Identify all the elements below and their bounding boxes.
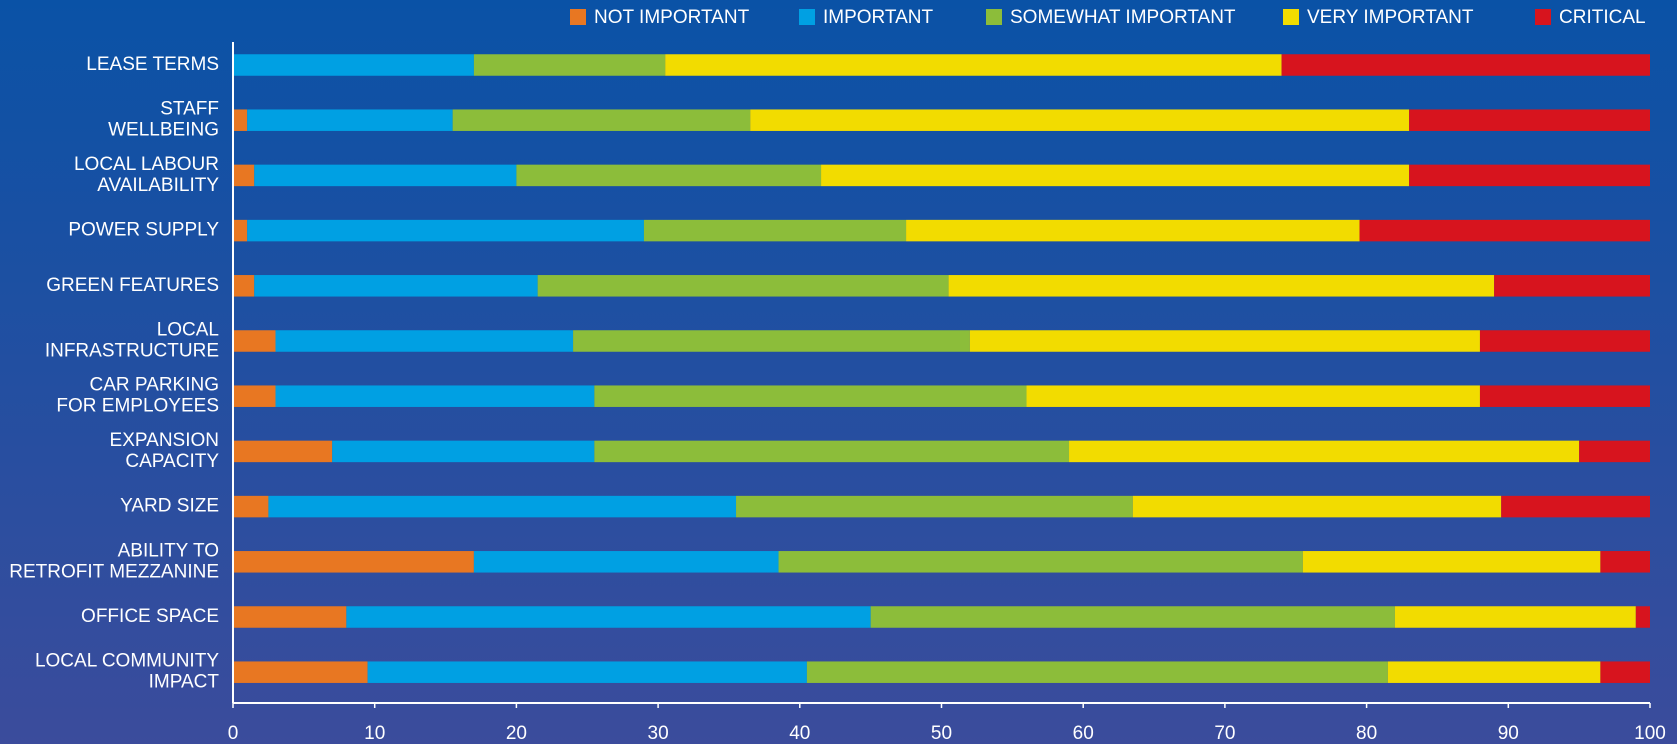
legend-swatch (1535, 9, 1551, 25)
bar-segment (233, 496, 268, 517)
bar-segment (346, 606, 870, 628)
bar-segment (233, 441, 332, 463)
y-tick-label: LEASE TERMS (86, 54, 219, 75)
bar-segment (453, 109, 751, 131)
bar-segment (750, 109, 1409, 131)
bar-segment (276, 330, 574, 352)
legend-swatch (986, 9, 1002, 25)
x-tick-label: 60 (1073, 723, 1094, 744)
bar-segment (233, 385, 276, 407)
bar-segment (247, 220, 644, 242)
x-tick-label: 80 (1356, 723, 1377, 744)
bar-segment (1069, 441, 1579, 463)
bar-segment (644, 220, 906, 242)
legend-label: VERY IMPORTANT (1307, 7, 1474, 28)
bar-segment (254, 165, 516, 187)
y-tick-label: POWER SUPPLY (68, 220, 219, 241)
bar-segment (1480, 330, 1650, 352)
bar-segment (1395, 606, 1636, 628)
bar-segment (254, 275, 537, 297)
bar-segment (1600, 661, 1650, 683)
bar-segment (268, 496, 736, 517)
legend-swatch (570, 9, 586, 25)
bar-segment (233, 606, 346, 628)
bar-segment (970, 330, 1480, 352)
legend-label: CRITICAL (1559, 7, 1646, 28)
x-tick-label: 0 (228, 723, 239, 744)
y-tick-label: YARD SIZE (120, 496, 219, 517)
x-tick-label: 90 (1498, 723, 1519, 744)
legend-label: IMPORTANT (823, 7, 934, 28)
bar-segment (1133, 496, 1501, 517)
x-tick-label: 100 (1634, 723, 1666, 744)
chart: NOT IMPORTANT IMPORTANT SOMEWHAT IMPORTANT… (0, 0, 1677, 744)
x-tick-label: 50 (931, 723, 952, 744)
bar-segment (1636, 606, 1650, 628)
bar-segment (276, 385, 595, 407)
bar-segment (871, 606, 1395, 628)
bar-segment (233, 551, 474, 573)
bar-segment (573, 330, 970, 352)
x-tick-label: 70 (1214, 723, 1235, 744)
bar-segment (233, 661, 368, 683)
bar-segment (1579, 441, 1650, 463)
bar-segment (1480, 385, 1650, 407)
bar-segment (247, 109, 452, 131)
bar-segment (1360, 220, 1650, 242)
x-tick-label: 40 (789, 723, 810, 744)
x-tick-label: 10 (364, 723, 385, 744)
bar-segment (1303, 551, 1601, 573)
legend-swatch (1283, 9, 1299, 25)
bar-segment (1600, 551, 1650, 573)
bar-segment (779, 551, 1303, 573)
legend-swatch (799, 9, 815, 25)
bar-segment (1388, 661, 1601, 683)
bar-segment (1494, 275, 1650, 297)
bar-segment (516, 165, 821, 187)
bar-segment (233, 109, 247, 131)
bar-segment (1409, 165, 1650, 187)
bar-segment (906, 220, 1359, 242)
bar-segment (1501, 496, 1650, 517)
bar-segment (594, 441, 1069, 463)
bar-segment (949, 275, 1495, 297)
bar-segment (736, 496, 1133, 517)
bar-segment (538, 275, 949, 297)
bar-segment (821, 165, 1409, 187)
bar-segment (594, 385, 1026, 407)
legend-label: NOT IMPORTANT (594, 7, 750, 28)
bar-segment (1282, 54, 1650, 76)
bar-segment (332, 441, 594, 463)
bar-segment (474, 54, 665, 76)
bar-segment (368, 661, 807, 683)
bar-segment (1027, 385, 1480, 407)
bar-segment (233, 165, 254, 187)
y-tick-label: OFFICE SPACE (81, 606, 219, 627)
bar-segment (233, 330, 276, 352)
x-tick-label: 30 (648, 723, 669, 744)
bar-segment (474, 551, 779, 573)
bar-segment (665, 54, 1281, 76)
page: {"chart_data": { "type": "stacked-barh",… (0, 0, 1677, 744)
bar-segment (1409, 109, 1650, 131)
bar-segment (233, 54, 474, 76)
bar-segment (233, 220, 247, 242)
y-tick-label: GREEN FEATURES (46, 275, 219, 296)
legend-label: SOMEWHAT IMPORTANT (1010, 7, 1236, 28)
x-tick-label: 20 (506, 723, 527, 744)
bar-segment (233, 275, 254, 297)
bar-segment (807, 661, 1388, 683)
